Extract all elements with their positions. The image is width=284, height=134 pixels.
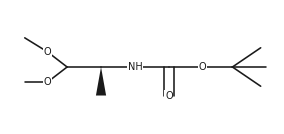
Text: O: O xyxy=(165,90,173,100)
Text: O: O xyxy=(43,47,51,57)
Text: O: O xyxy=(43,77,51,87)
Polygon shape xyxy=(96,67,106,96)
Text: O: O xyxy=(199,62,206,72)
Text: NH: NH xyxy=(128,62,142,72)
